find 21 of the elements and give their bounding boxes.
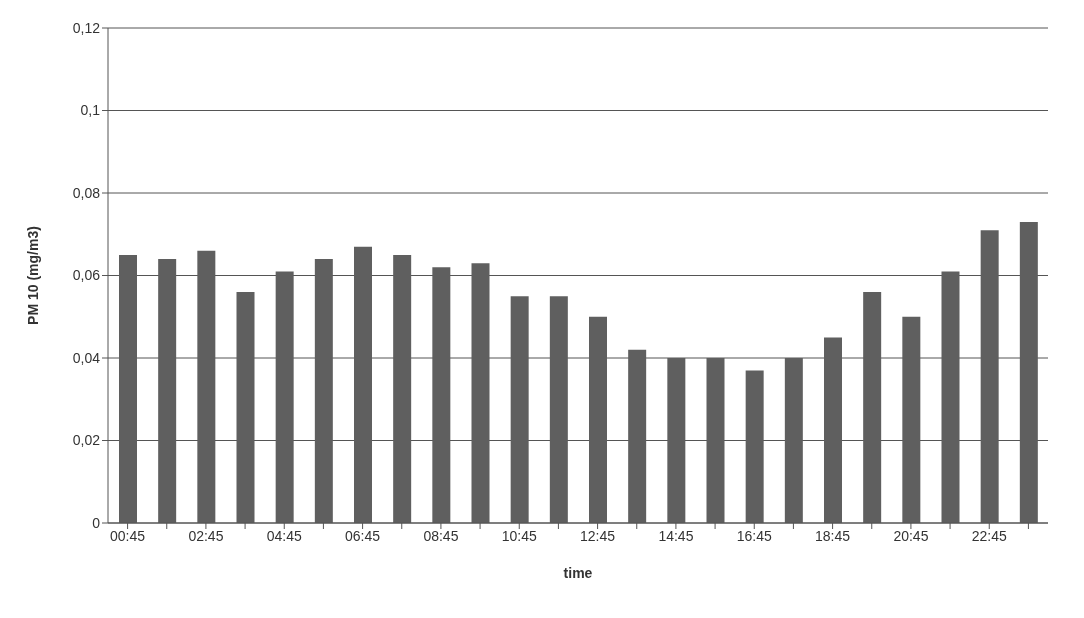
y-tick-label: 0,06 [72, 267, 101, 284]
y-tick-label: 0,08 [72, 184, 101, 201]
x-tick-label: 06:45 [345, 527, 381, 544]
x-tick-label: 00:45 [110, 527, 146, 544]
x-tick-label: 18:45 [815, 527, 851, 544]
x-tick-label: 22:45 [971, 527, 1007, 544]
y-tick-label: 0 [92, 514, 101, 531]
x-tick-label: 12:45 [580, 527, 616, 544]
x-tick-label: 20:45 [893, 527, 929, 544]
x-tick-label: 02:45 [188, 527, 224, 544]
x-tick-label: 14:45 [658, 527, 694, 544]
x-tick-label: 16:45 [736, 527, 772, 544]
y-axis-title: PM 10 (mg/m3) [24, 226, 41, 325]
y-tick-label: 0,1 [80, 102, 101, 119]
x-tick-label: 04:45 [266, 527, 302, 544]
x-axis-title: time [563, 565, 593, 581]
y-tick-label: 0,04 [72, 349, 101, 366]
y-tick-label: 0,02 [72, 432, 101, 449]
x-tick-label: 10:45 [501, 527, 537, 544]
y-tick-label: 0,12 [72, 19, 101, 36]
x-tick-label: 08:45 [423, 527, 459, 544]
